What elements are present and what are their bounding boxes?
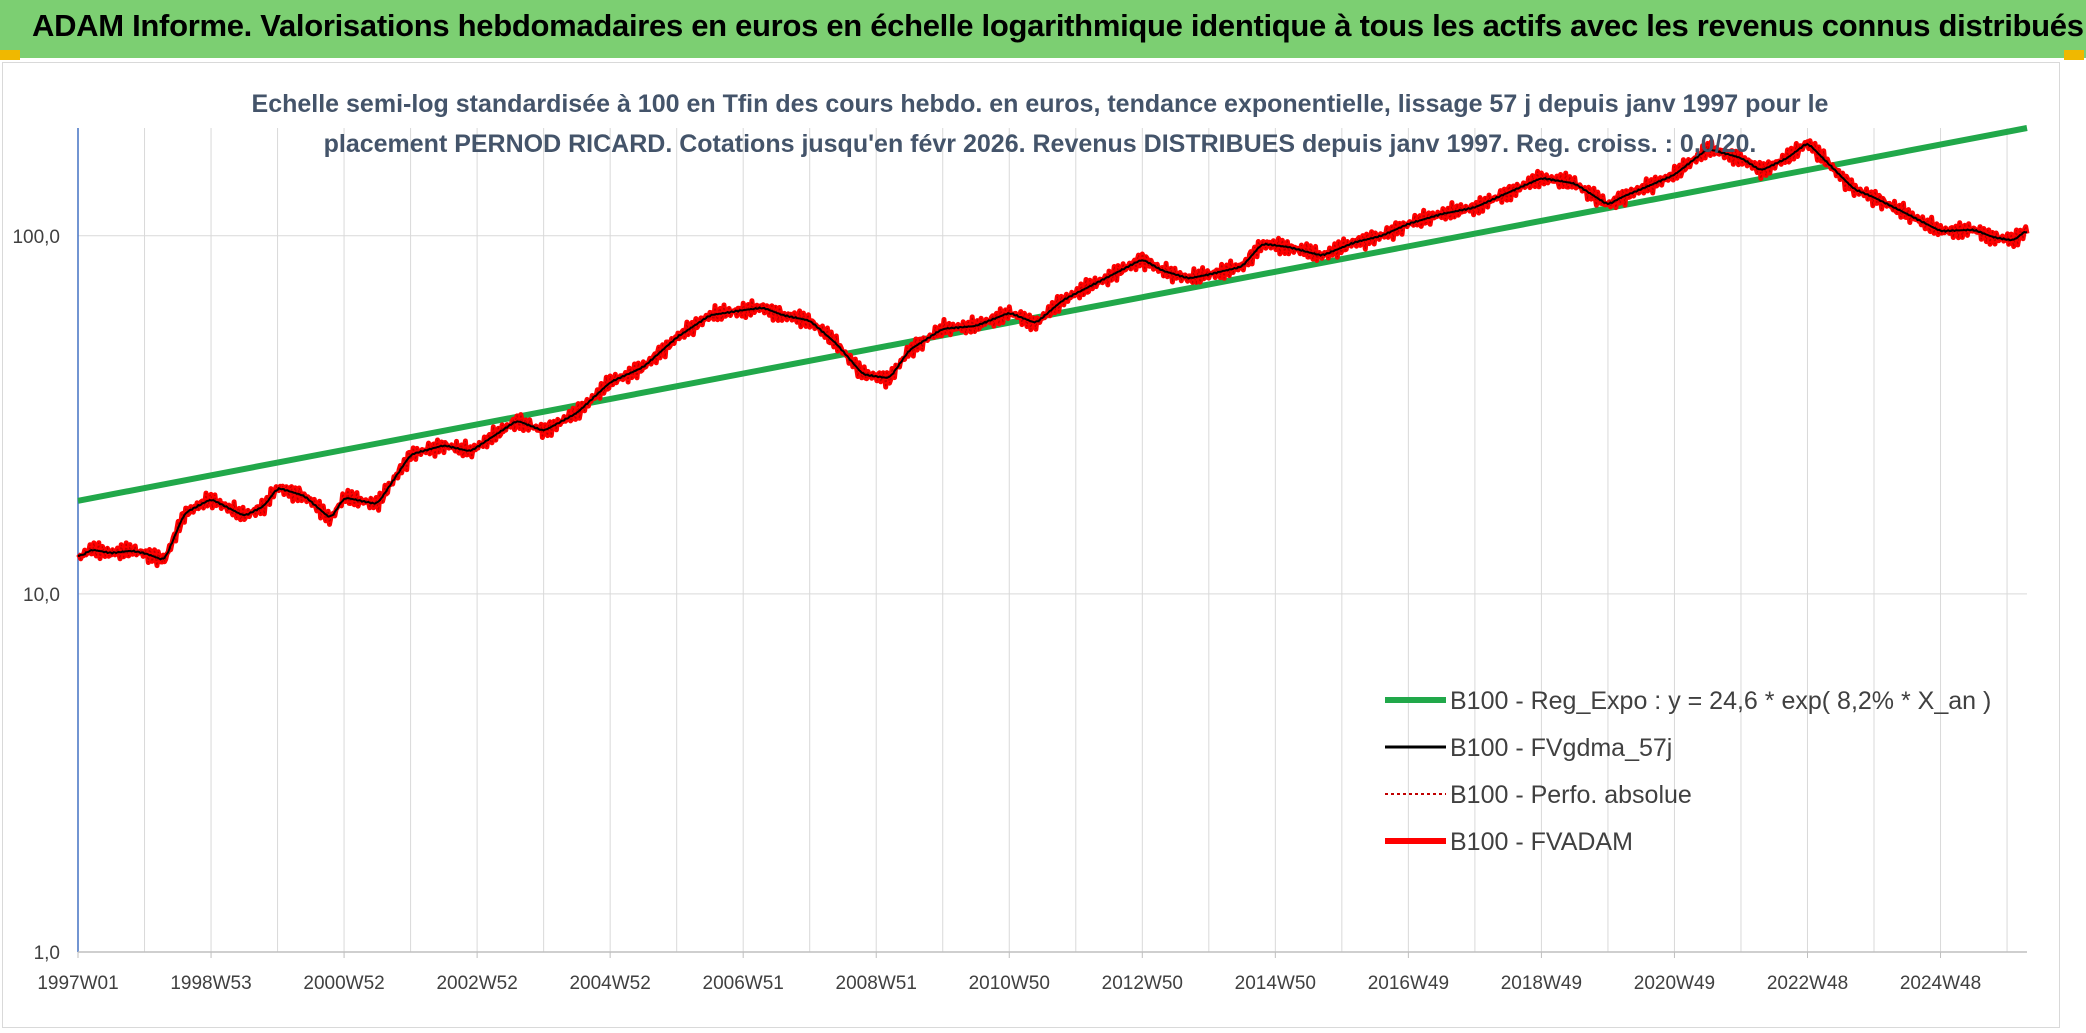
x-tick-label: 2006W51: [703, 973, 784, 994]
legend-label-fvgdma: B100 - FVgdma_57j: [1450, 734, 1672, 762]
corner-marker-right: [2064, 50, 2084, 60]
x-tick-label: 2020W49: [1634, 973, 1715, 994]
legend-label-perfo: B100 - Perfo. absolue: [1450, 781, 1692, 809]
report-title: ADAM Informe. Valorisations hebdomadaire…: [32, 8, 2084, 43]
legend-label-fvadam: B100 - FVADAM: [1450, 828, 1633, 856]
legend: B100 - Reg_Expo : y = 24,6 * exp( 8,2% *…: [1385, 687, 1991, 856]
chart-subtitle-line-2: placement PERNOD RICARD. Cotations jusqu…: [324, 130, 1757, 158]
report-banner: ADAM Informe. Valorisations hebdomadaire…: [0, 0, 2086, 58]
chart-frame: [2, 62, 2060, 1028]
corner-marker-left: [0, 50, 20, 60]
x-tick-label: 1998W53: [170, 973, 251, 994]
grid-layer: [78, 128, 2027, 953]
x-tick-label: 2022W48: [1767, 973, 1848, 994]
x-tick-label: 2008W51: [836, 973, 917, 994]
x-tick-label: 2014W50: [1235, 973, 1316, 994]
x-tick-label: 2012W50: [1102, 973, 1183, 994]
x-tick-label: 1997W01: [37, 973, 118, 994]
y-tick-label: 100,0: [12, 227, 60, 248]
axis-layer: 1,0 10,0 100,0 1997W01 1998W53 2000W52 2002W52…: [12, 128, 2027, 994]
series-layer: [76, 125, 2030, 569]
x-tick-label: 2002W52: [436, 973, 517, 994]
x-tick-label: 2016W49: [1368, 973, 1449, 994]
series-perfo-line: [77, 139, 2028, 566]
x-tick-label: 2024W48: [1900, 973, 1981, 994]
legend-label-reg: B100 - Reg_Expo : y = 24,6 * exp( 8,2% *…: [1450, 687, 1991, 715]
y-tick-label: 1,0: [34, 943, 60, 964]
x-tick-label: 2004W52: [569, 973, 650, 994]
y-tick-label: 10,0: [23, 585, 60, 606]
x-tick-label: 2000W52: [303, 973, 384, 994]
x-tick-label: 2018W49: [1501, 973, 1582, 994]
chart-subtitle-line-1: Echelle semi-log standardisée à 100 en T…: [252, 90, 1829, 118]
series-fvgdma-line: [78, 142, 2028, 561]
x-tick-label: 2010W50: [969, 973, 1050, 994]
